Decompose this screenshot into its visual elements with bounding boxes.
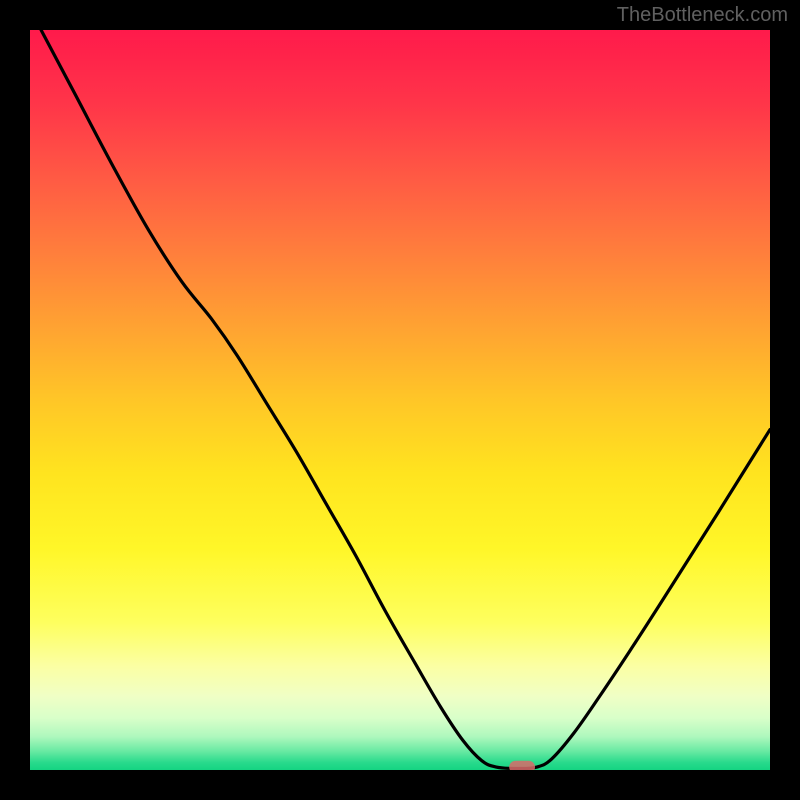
- plot-area: [30, 30, 770, 770]
- optimal-marker: [509, 761, 535, 770]
- chart-frame: TheBottleneck.com: [0, 0, 800, 800]
- bottleneck-chart-svg: [30, 30, 770, 770]
- gradient-background: [30, 30, 770, 770]
- watermark-text: TheBottleneck.com: [617, 4, 788, 27]
